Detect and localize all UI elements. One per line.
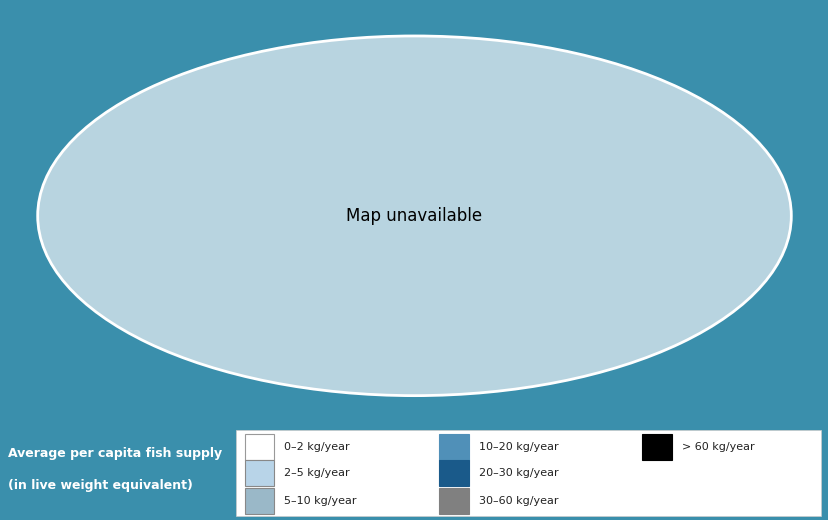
Text: Map unavailable: Map unavailable [346,207,482,225]
FancyBboxPatch shape [439,488,469,514]
Text: 20–30 kg/year: 20–30 kg/year [479,468,558,478]
FancyBboxPatch shape [236,430,820,516]
FancyBboxPatch shape [439,434,469,460]
Text: > 60 kg/year: > 60 kg/year [681,442,754,452]
Text: 2–5 kg/year: 2–5 kg/year [284,468,349,478]
Text: 0–2 kg/year: 0–2 kg/year [284,442,349,452]
FancyBboxPatch shape [642,434,672,460]
Text: Average per capita fish supply: Average per capita fish supply [8,447,222,460]
Text: 10–20 kg/year: 10–20 kg/year [479,442,558,452]
FancyBboxPatch shape [244,460,274,486]
Text: (in live weight equivalent): (in live weight equivalent) [8,479,193,492]
Ellipse shape [37,36,791,396]
FancyBboxPatch shape [244,434,274,460]
FancyBboxPatch shape [439,460,469,486]
Text: 30–60 kg/year: 30–60 kg/year [479,496,558,506]
FancyBboxPatch shape [244,488,274,514]
Text: 5–10 kg/year: 5–10 kg/year [284,496,356,506]
